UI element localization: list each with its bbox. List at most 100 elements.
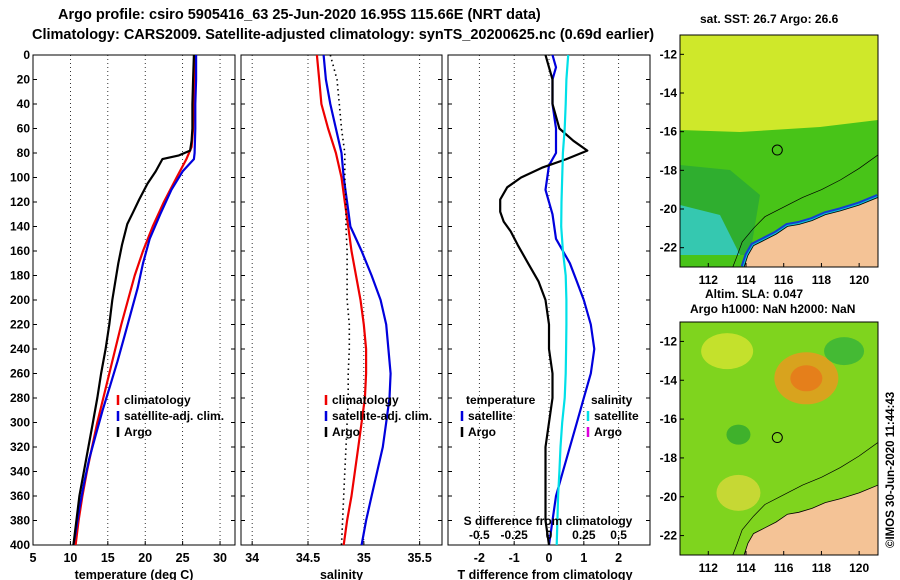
lat-tick-label: -14 (660, 373, 678, 387)
plot-frame-salinity (240, 54, 443, 546)
lon-tick-label: 112 (699, 561, 719, 575)
series-line-satellite-adj-clim- (322, 54, 392, 546)
y-tick-label: 60 (17, 122, 31, 136)
title-line-2: Climatology: CARS2009. Satellite-adjuste… (32, 27, 655, 43)
footer-timestamp: ©IMOS 30-Jun-2020 11:44:43 (885, 392, 897, 548)
sla-warm-patch (701, 333, 754, 370)
x-tick-label: 35 (357, 551, 371, 565)
lon-tick-label: 116 (774, 273, 794, 287)
x-tick-label: 30 (213, 551, 227, 565)
top-x-tick-label: 0.25 (572, 528, 596, 542)
sla-map-body (680, 322, 878, 555)
lat-tick-label: -18 (660, 163, 678, 177)
lat-tick-label: -22 (660, 241, 678, 255)
top-x-tick-label: 0.5 (610, 528, 627, 542)
y-tick-label: 240 (10, 342, 30, 356)
y-tick-label: 40 (17, 97, 31, 111)
x-tick-label: 10 (63, 551, 77, 565)
lon-tick-label: 118 (812, 273, 832, 287)
y-tick-label: 260 (10, 367, 30, 381)
legend-label: Argo (468, 425, 496, 439)
lat-tick-label: -22 (660, 529, 678, 543)
y-tick-label: 200 (10, 293, 30, 307)
y-tick-label: 120 (10, 195, 30, 209)
series-line-temperature-satellite (544, 54, 596, 546)
y-tick-label: 20 (17, 73, 31, 87)
series-line-salinity-satellite (555, 54, 570, 546)
sst-map-title: sat. SST: 26.7 Argo: 26.6 (700, 12, 839, 26)
x-tick-label: 2 (615, 551, 622, 565)
legend-label: satellite-adj. clim. (124, 409, 224, 423)
legend-heading-temperature: temperature (466, 393, 536, 407)
x-tick-label: 35.5 (407, 551, 431, 565)
legend-label: Argo (124, 425, 152, 439)
legend-label: climatology (332, 393, 399, 407)
y-tick-label: 400 (10, 538, 30, 552)
x-tick-label: 5 (30, 551, 37, 565)
top-x-tick-label: 0 (546, 528, 553, 542)
sla-warm-patch (716, 474, 761, 511)
legend-label: climatology (124, 393, 191, 407)
lat-tick-label: -16 (660, 125, 678, 139)
series-line-argo (72, 54, 195, 546)
y-tick-label: 300 (10, 416, 30, 430)
legend-label: satellite (594, 409, 639, 423)
legend-label: Argo (332, 425, 360, 439)
sla-map-title-line-1: Altim. SLA: 0.047 (705, 287, 804, 301)
title-line-1: Argo profile: csiro 5905416_63 25-Jun-20… (58, 7, 541, 23)
x-tick-label: 25 (176, 551, 190, 565)
y-tick-label: 100 (10, 171, 30, 185)
y-tick-label: 380 (10, 514, 30, 528)
lat-tick-label: -12 (660, 334, 678, 348)
shelf-contour (732, 154, 878, 267)
map-frame (679, 321, 879, 556)
y-tick-label: 0 (23, 48, 30, 62)
legend-label: satellite (468, 409, 513, 423)
float-position-marker (771, 432, 783, 444)
sla-low-anomaly (726, 424, 751, 445)
lat-tick-label: -18 (660, 451, 678, 465)
land-mass (743, 484, 878, 555)
top-x-axis-label: S difference from climatology (464, 514, 633, 528)
lon-tick-label: 114 (736, 273, 756, 287)
x-tick-label: 20 (138, 551, 152, 565)
x-tick-label: -2 (474, 551, 485, 565)
y-tick-label: 160 (10, 244, 30, 258)
x-tick-label: 0 (546, 551, 553, 565)
legend-heading-salinity: salinity (591, 393, 633, 407)
lat-tick-label: -20 (660, 202, 678, 216)
lon-tick-label: 120 (849, 561, 869, 575)
sla-low-anomaly (824, 337, 865, 366)
lon-tick-label: 114 (736, 561, 756, 575)
x-tick-label: 34 (245, 551, 259, 565)
y-tick-label: 360 (10, 489, 30, 503)
lon-tick-label: 116 (774, 561, 794, 575)
y-tick-label: 140 (10, 220, 30, 234)
sst-map: -12 -14 -16 -18 -20 -22 112 114 116 118 120 (660, 34, 879, 287)
float-position-marker (771, 144, 783, 156)
lon-tick-label: 112 (699, 273, 719, 287)
y-tick-label: 220 (10, 318, 30, 332)
lat-tick-label: -12 (660, 47, 678, 61)
y-tick-label: 80 (17, 146, 31, 160)
map-frame (679, 34, 879, 268)
y-tick-label: 320 (10, 440, 30, 454)
lon-tick-label: 118 (812, 561, 832, 575)
series-line-satellite-adj-clim- (72, 55, 198, 546)
legend-label: Argo (594, 425, 622, 439)
series-line-argo (329, 54, 351, 546)
legend-label: satellite-adj. clim. (332, 409, 432, 423)
series-line-climatology (315, 54, 368, 546)
x-axis-label: temperature (deg C) (75, 568, 194, 580)
sla-high-core (790, 365, 823, 392)
x-axis-label: salinity (320, 568, 363, 580)
x-tick-label: 1 (580, 551, 587, 565)
x-axis-label: T difference from climatology (457, 568, 632, 580)
shelf-contour (732, 442, 878, 555)
lon-tick-label: 120 (849, 273, 869, 287)
land-mass (743, 196, 878, 267)
sla-map-title-line-2: Argo h1000: NaN h2000: NaN (690, 302, 856, 316)
y-tick-label: 340 (10, 465, 30, 479)
y-tick-label: 280 (10, 391, 30, 405)
